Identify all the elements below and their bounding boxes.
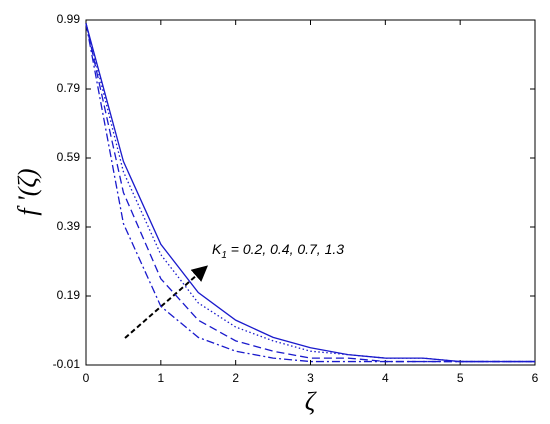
annotation-subscript: 1 [221, 250, 227, 261]
line-series [85, 23, 535, 363]
line-series [85, 23, 535, 363]
x-tick-label: 4 [382, 371, 389, 385]
x-tick-label: 5 [457, 371, 464, 385]
x-tick-label: 0 [83, 371, 90, 385]
x-tick-label: 2 [232, 371, 239, 385]
y-tick-label: 0.79 [57, 81, 81, 95]
x-tick-label: 3 [307, 371, 314, 385]
y-tick-label: 0.59 [57, 150, 81, 164]
y-tick-label: 0.39 [57, 219, 81, 233]
y-tick-label: 0.19 [57, 288, 81, 302]
arrow [124, 265, 209, 339]
plot-frame [85, 19, 536, 366]
x-tick-label: 1 [157, 371, 164, 385]
x-axis-label: ζ [305, 387, 317, 416]
annotation-text: = 0.2, 0.4, 0.7, 1.3 [227, 241, 344, 257]
annotation: K1 = 0.2, 0.4, 0.7, 1.3 [212, 241, 344, 261]
y-axis-label: f '(ζ) [13, 168, 42, 215]
y-tick-label: -0.01 [53, 357, 81, 371]
y-tick-label: 0.99 [57, 12, 81, 26]
x-tick-label: 6 [532, 371, 539, 385]
line-series [85, 23, 535, 363]
annotation-symbol: K [212, 241, 222, 257]
line-series [85, 23, 535, 363]
